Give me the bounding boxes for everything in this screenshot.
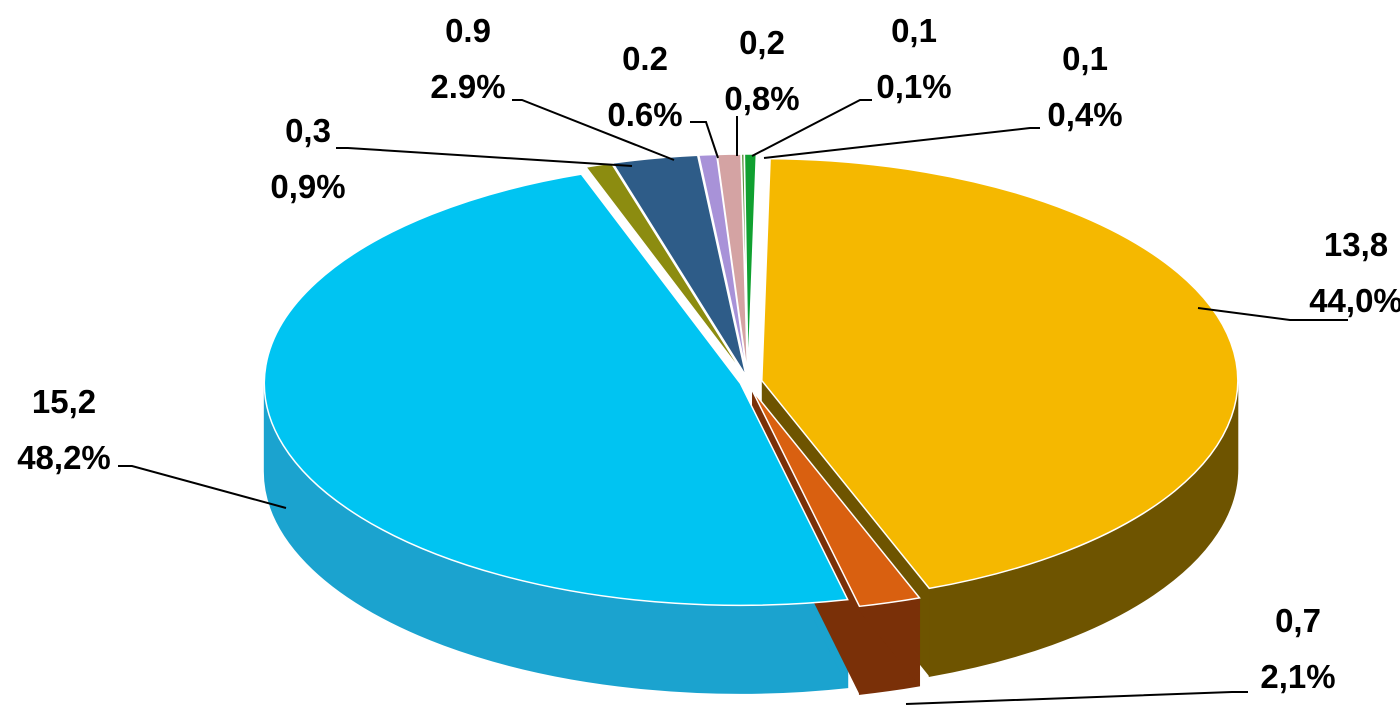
data-label-value-0: 13,8 xyxy=(1324,226,1388,263)
data-label-value-1: 0,7 xyxy=(1275,602,1321,639)
leader-line-layer xyxy=(118,99,1348,705)
pie-top-layer xyxy=(263,153,1239,608)
pie-slice-0 xyxy=(761,157,1239,590)
data-label-value-3: 0,3 xyxy=(285,112,331,149)
data-label-value-5: 0.2 xyxy=(622,40,668,77)
data-label-value-2: 15,2 xyxy=(32,383,96,420)
data-label-percent-5: 0.6% xyxy=(607,96,682,133)
data-label-value-7: 0,1 xyxy=(891,12,937,49)
data-label-percent-3: 0,9% xyxy=(270,168,345,205)
data-label-value-8: 0,1 xyxy=(1062,40,1108,77)
data-label-percent-4: 2.9% xyxy=(430,68,505,105)
leader-line-7 xyxy=(751,99,872,157)
data-label-percent-1: 2,1% xyxy=(1260,658,1335,695)
leader-line-4 xyxy=(512,99,675,161)
pie-slice-2 xyxy=(263,173,849,607)
data-label-value-4: 0.9 xyxy=(445,12,491,49)
data-label-value-6: 0,2 xyxy=(739,24,785,61)
data-label-percent-0: 44,0% xyxy=(1309,282,1400,319)
pie-slice-4 xyxy=(611,154,747,377)
leader-line-1 xyxy=(905,691,1248,705)
data-label-percent-7: 0,1% xyxy=(876,68,951,105)
leader-line-2 xyxy=(118,465,287,509)
data-label-percent-2: 48,2% xyxy=(17,439,111,476)
leader-line-5 xyxy=(690,121,719,159)
leader-line-8 xyxy=(763,127,1040,159)
data-label-percent-8: 0,4% xyxy=(1047,96,1122,133)
leader-line-3 xyxy=(336,147,633,167)
data-label-percent-6: 0,8% xyxy=(724,80,799,117)
leader-line-0 xyxy=(1197,307,1348,321)
pie-slice-1 xyxy=(751,389,921,608)
data-label-layer: 13,8 44,0% 0,7 2,1% 15,2 48,2% 0,3 0,9% 0.9 2.9% 0… xyxy=(17,12,1400,695)
pie-slice-3 xyxy=(584,162,746,377)
